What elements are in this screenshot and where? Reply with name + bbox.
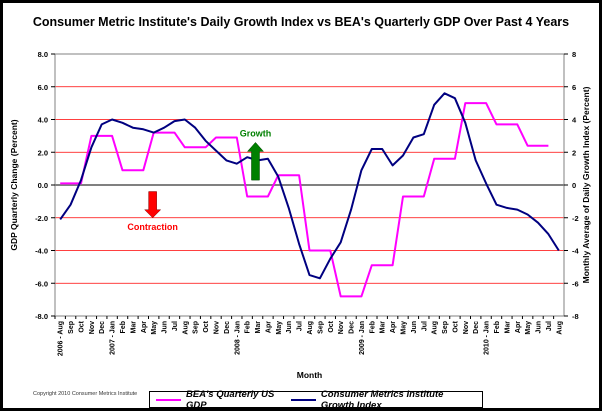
x-tick-label: May bbox=[151, 321, 158, 335]
x-tick-label: Nov bbox=[89, 321, 96, 334]
y-right-tick-label: 6 bbox=[572, 83, 576, 92]
x-tick-label: Jun bbox=[286, 321, 293, 333]
x-tick-label: Dec bbox=[99, 321, 106, 334]
x-tick-label: Oct bbox=[78, 320, 85, 332]
x-tick-label: Jun bbox=[162, 321, 169, 333]
x-tick-label: Dec bbox=[473, 321, 480, 334]
x-tick-label: Feb bbox=[120, 321, 127, 333]
x-tick-label: Dec bbox=[224, 321, 231, 334]
x-tick-label: Oct bbox=[452, 320, 459, 332]
y-left-tick-label: -4.0 bbox=[35, 247, 48, 256]
y-left-tick-label: -6.0 bbox=[35, 279, 48, 288]
y-axis-right-ticks: -8 -6 -4 -2 0 2 4 6 8 bbox=[564, 50, 579, 321]
x-tick-label: Feb bbox=[245, 321, 252, 333]
x-tick-label: Mar bbox=[255, 321, 262, 334]
x-tick-label: Apr bbox=[265, 321, 272, 333]
x-tick-label: Dec bbox=[349, 321, 356, 334]
y-axis-left-label: GDP Quarterly Change (Percent) bbox=[9, 119, 19, 250]
x-tick-label: Aug bbox=[182, 321, 189, 335]
x-tick-label: 2010 - Jan bbox=[484, 321, 491, 355]
x-tick-label: Apr bbox=[390, 321, 397, 333]
growth-arrow bbox=[246, 142, 265, 181]
legend-label-index: Consumer Metrics Institute Growth Index bbox=[320, 388, 444, 411]
x-tick-label: Sep bbox=[442, 321, 449, 334]
x-tick-label: Aug bbox=[432, 321, 439, 335]
x-tick-label: Oct bbox=[203, 320, 210, 332]
x-tick-label: Jul bbox=[172, 321, 179, 331]
x-tick-label: Sep bbox=[193, 321, 200, 334]
y-right-tick-label: 2 bbox=[572, 148, 576, 157]
copyright-text: Copyright 2010 Consumer Metrics Institut… bbox=[33, 391, 138, 397]
chart-frame: Consumer Metric Institute's Daily Growth… bbox=[3, 3, 599, 411]
x-tick-label: Mar bbox=[504, 321, 511, 334]
x-axis-label: Month bbox=[297, 370, 323, 380]
x-tick-label: Apr bbox=[141, 321, 148, 333]
x-tick-label: Feb bbox=[494, 321, 501, 333]
x-tick-label: Mar bbox=[130, 321, 137, 334]
legend-label-gdp: BEA's Quarterly US GDP bbox=[185, 388, 275, 411]
y-left-tick-label: 2.0 bbox=[38, 148, 48, 157]
y-right-tick-label: -6 bbox=[572, 279, 579, 288]
series-line-0 bbox=[60, 102, 549, 298]
x-tick-label: 2007 - Jan bbox=[110, 321, 117, 355]
annotation-contraction: Contraction bbox=[127, 222, 178, 232]
x-tick-label: Jul bbox=[421, 321, 428, 331]
x-tick-label: Jun bbox=[536, 321, 543, 333]
x-tick-label: 2009 - Jan bbox=[359, 321, 366, 355]
y-right-tick-label: 0 bbox=[572, 181, 576, 190]
chart-svg: -8.0 -6.0 -4.0 -2.0 0.0 2.0 4.0 6.0 8.0 -8 -6 -4 -2… bbox=[9, 50, 591, 380]
annotation-arrows bbox=[144, 142, 265, 219]
contraction-arrow bbox=[144, 191, 162, 219]
legend: BEA's Quarterly US GDP Consumer Metrics … bbox=[149, 388, 483, 411]
x-tick-label: Jul bbox=[546, 321, 553, 331]
y-right-tick-label: 4 bbox=[572, 116, 577, 125]
series-line-1 bbox=[59, 92, 560, 280]
x-tick-label: Jul bbox=[297, 321, 304, 331]
x-tick-label: May bbox=[400, 321, 407, 335]
y-left-tick-label: -2.0 bbox=[35, 214, 48, 223]
y-left-tick-label: 4.0 bbox=[38, 116, 48, 125]
x-tick-label: May bbox=[276, 321, 283, 335]
annotation-growth: Growth bbox=[240, 128, 272, 138]
legend-item-index: Consumer Metrics Institute Growth Index bbox=[290, 388, 476, 411]
y-axis-right-label: Monthly Average of Daily Growth Index (P… bbox=[581, 86, 591, 283]
x-tick-label: Aug bbox=[556, 321, 563, 335]
y-left-tick-label: 8.0 bbox=[38, 50, 48, 59]
x-tick-label: Aug bbox=[307, 321, 314, 335]
x-tick-label: Sep bbox=[317, 321, 324, 334]
x-tick-label: Sep bbox=[68, 321, 75, 334]
x-tick-label: Oct bbox=[328, 320, 335, 332]
y-right-tick-label: -8 bbox=[572, 312, 579, 321]
x-tick-label: Nov bbox=[214, 321, 221, 334]
x-tick-label: Apr bbox=[515, 321, 522, 333]
x-tick-label: 2008 - Jan bbox=[234, 321, 241, 355]
x-axis-ticks: 2006 - Aug Sep Oct Nov Dec 2007 - Jan Feb Mar Ap… bbox=[54, 316, 563, 356]
x-tick-label: Feb bbox=[369, 321, 376, 333]
legend-swatch-index bbox=[290, 398, 316, 401]
x-tick-label: May bbox=[525, 321, 532, 335]
y-left-tick-label: 0.0 bbox=[38, 181, 48, 190]
chart-title: Consumer Metric Institute's Daily Growth… bbox=[32, 15, 570, 29]
y-axis-left-ticks: -8.0 -6.0 -4.0 -2.0 0.0 2.0 4.0 6.0 8.0 bbox=[35, 50, 55, 321]
y-left-tick-label: 6.0 bbox=[38, 83, 48, 92]
y-left-tick-label: -8.0 bbox=[35, 312, 48, 321]
x-tick-label: Mar bbox=[380, 321, 387, 334]
x-tick-label: Nov bbox=[338, 321, 345, 334]
legend-swatch-gdp bbox=[156, 398, 181, 401]
x-tick-label: Jun bbox=[411, 321, 418, 333]
y-right-tick-label: -2 bbox=[572, 214, 579, 223]
x-tick-label: Nov bbox=[463, 321, 470, 334]
series-lines bbox=[59, 92, 560, 298]
legend-item-gdp: BEA's Quarterly US GDP bbox=[156, 389, 279, 411]
y-right-tick-label: 8 bbox=[572, 50, 576, 59]
x-tick-label: 2006 - Aug bbox=[58, 321, 65, 356]
y-right-tick-label: -4 bbox=[572, 247, 579, 256]
